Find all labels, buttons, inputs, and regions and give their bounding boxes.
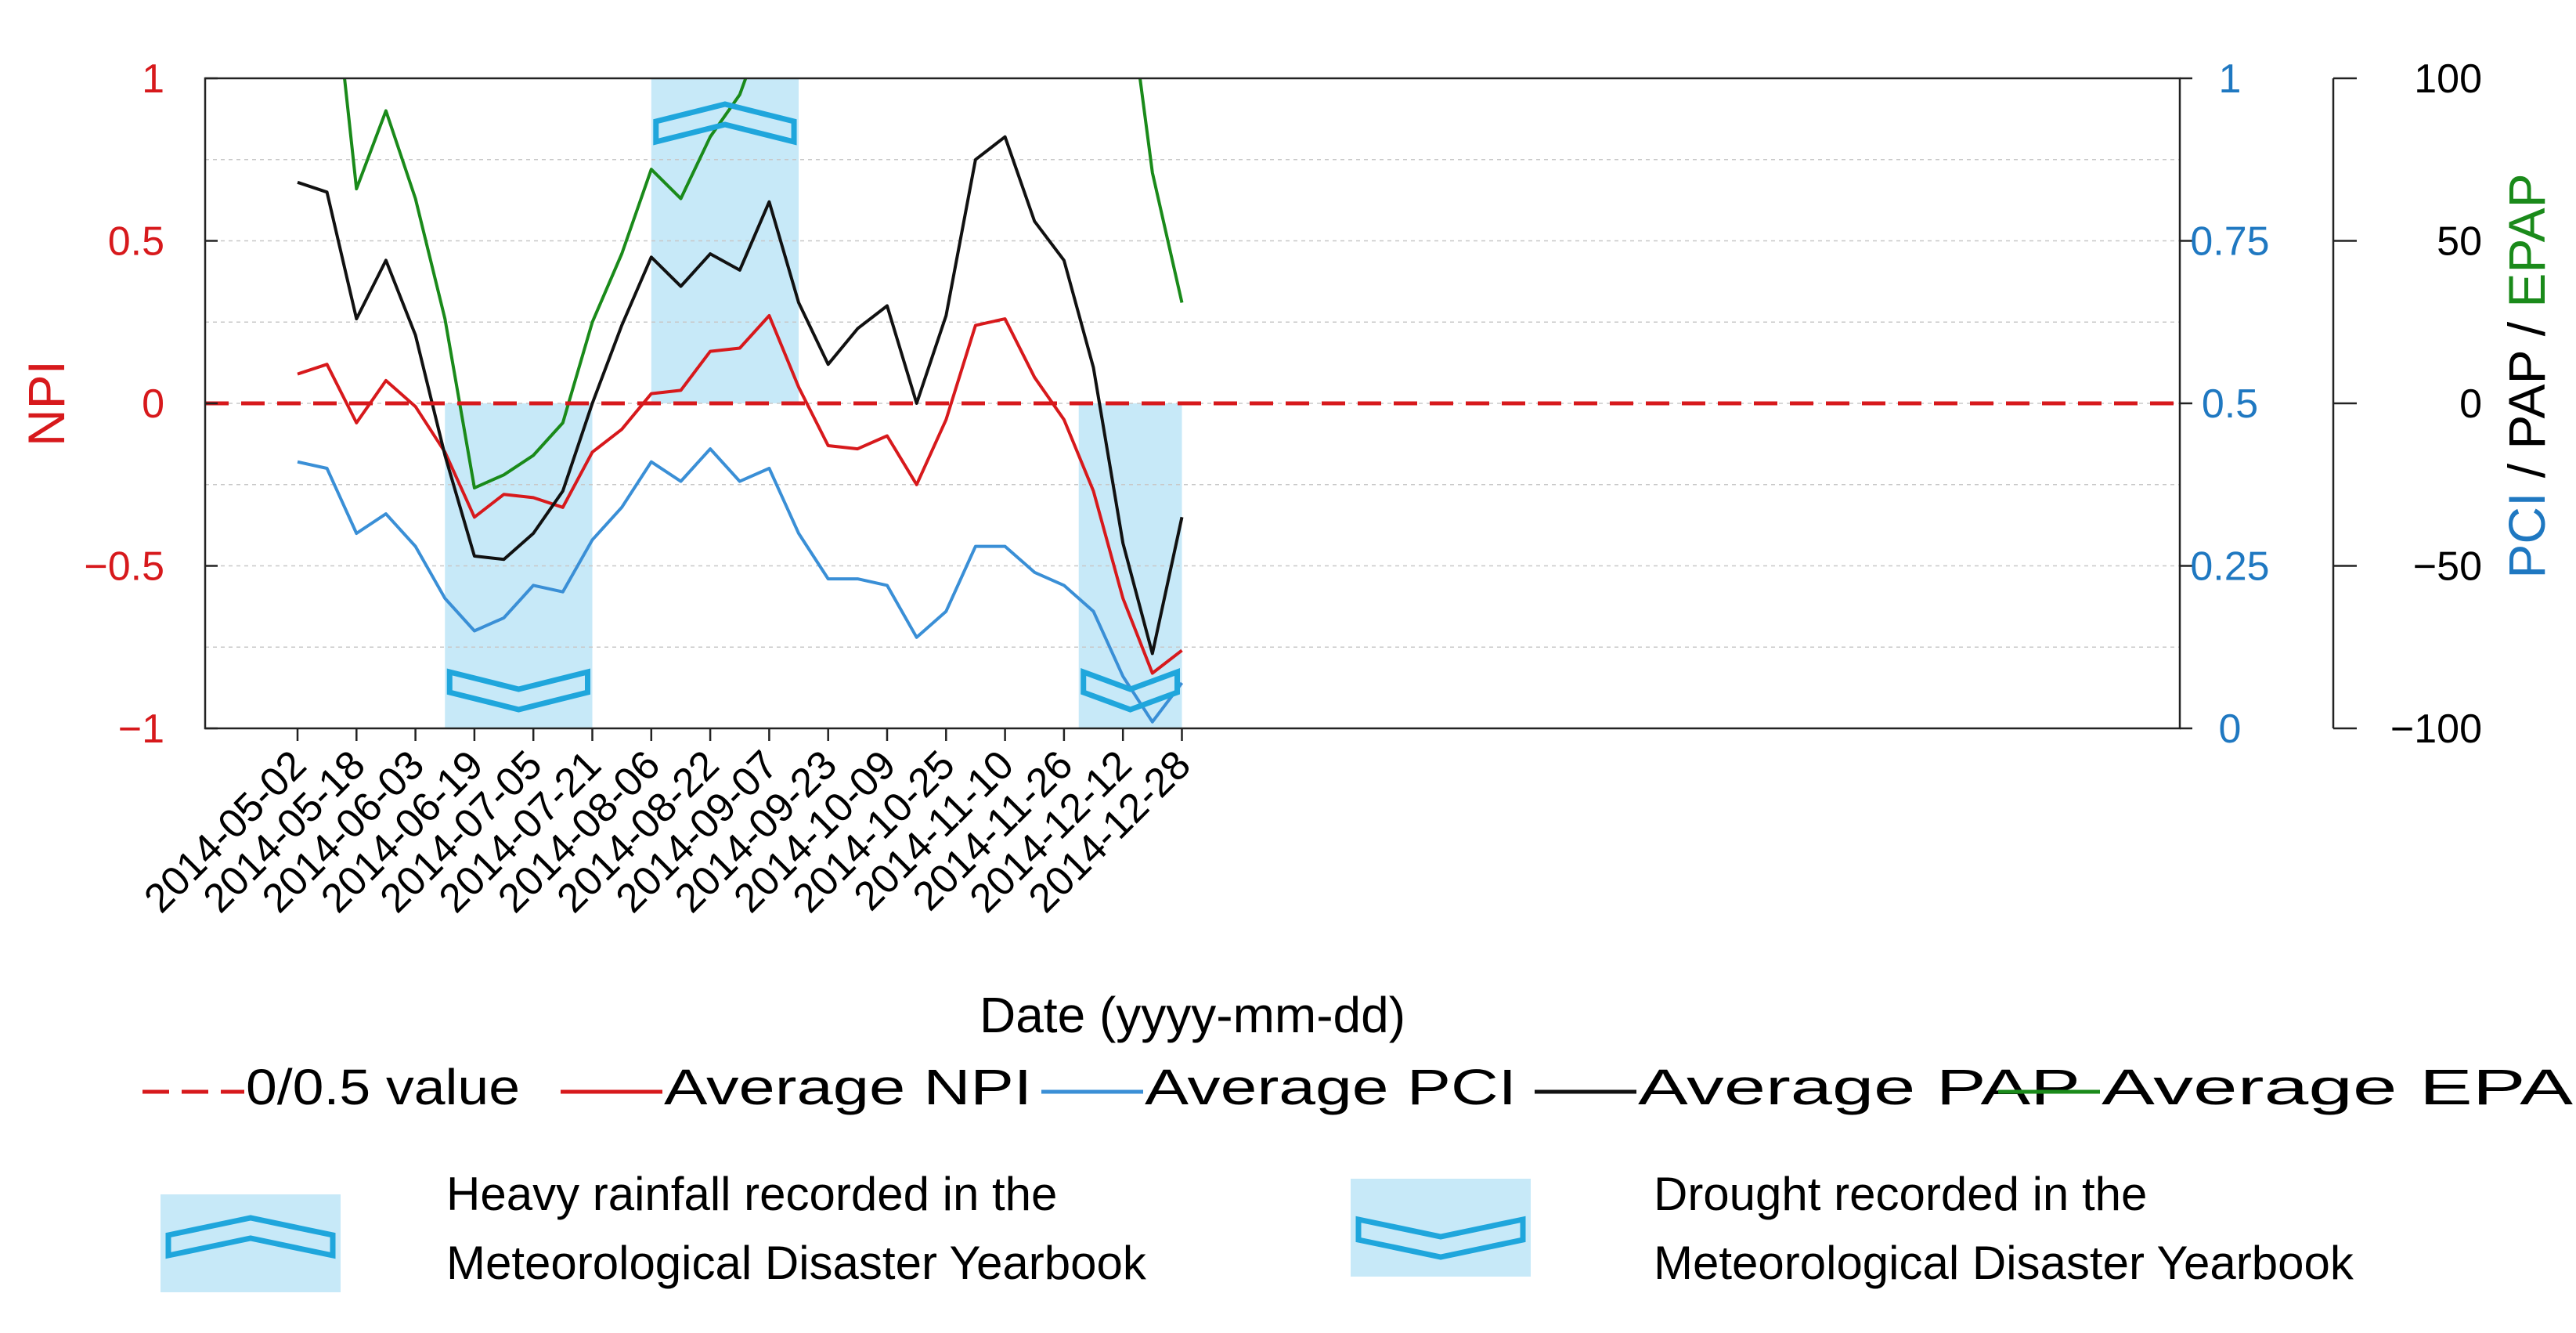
legend-label: Average PAP (1638, 1059, 2080, 1115)
legend-heavy-rain-line-1: Heavy rainfall recorded in the (446, 1168, 1057, 1220)
npi-tick-label: 0 (142, 381, 164, 427)
pap-tick-label: 100 (2414, 56, 2482, 102)
pap-tick-label: −100 (2390, 706, 2482, 752)
chevron-outline (653, 101, 797, 146)
event-markers (446, 101, 1180, 713)
legend-drought-line-2: Meteorological Disaster Yearbook (1654, 1237, 2354, 1289)
pci-tick-label: 0.25 (2190, 544, 2269, 590)
heavy-rain-marker-icon (653, 101, 797, 146)
legend-heavy-rain (161, 1194, 341, 1292)
pci-tick-label: 0 (2219, 706, 2242, 752)
pci-tick-label: 0.5 (2202, 381, 2258, 427)
pci-tick-label: 1 (2219, 56, 2242, 102)
x-axis-title: Date (yyyy-mm-dd) (980, 987, 1405, 1043)
drought-marker-icon (446, 668, 590, 713)
legend: 0/0.5 value Average NPI Average PCI Average… (143, 1059, 2576, 1292)
drought-marker-icon (1081, 667, 1180, 713)
axes-layer: 2014-05-022014-05-182014-06-032014-06-19… (17, 56, 2556, 1043)
pap-axis-title-part-1: / PAP / (2498, 308, 2556, 493)
pap-tick-label: 0 (2459, 381, 2482, 427)
pap-axis-title: PCI / PAP / EPAP (2498, 173, 2556, 578)
pap-tick-label: −50 (2413, 544, 2482, 590)
legend-heavy-rain-line-2: Meteorological Disaster Yearbook (446, 1237, 1147, 1289)
chevron-outline (446, 668, 590, 713)
series-layer (297, 78, 1184, 724)
legend-label: Average EPAP (2102, 1059, 2576, 1115)
heavy-rain-legend-icon (165, 1215, 336, 1259)
npi-axis-title: NPI (17, 360, 75, 446)
chevron-outline (165, 1215, 336, 1259)
npi-tick-label: −0.5 (84, 544, 164, 590)
chevron-outline (1355, 1216, 1526, 1260)
legend-item-average-pci: Average PCI (1041, 1059, 1517, 1115)
legend-event-swatch (161, 1194, 341, 1292)
series-line-average-pap (297, 135, 1184, 656)
legend-label: 0/0.5 value (246, 1059, 520, 1115)
legend-item-average-npi: Average NPI (561, 1059, 1032, 1115)
legend-item-0-0-5-value: 0/0.5 value (143, 1059, 520, 1115)
series-line-average-pci (297, 447, 1184, 724)
npi-tick-label: 1 (142, 56, 164, 102)
legend-label: Average NPI (664, 1059, 1032, 1115)
legend-label: Average PCI (1145, 1059, 1517, 1115)
legend-item-average-pap: Average PAP (1535, 1059, 2080, 1115)
pap-axis-title-part-2: EPAP (2498, 173, 2556, 307)
npi-tick-label: −1 (118, 706, 164, 752)
series-line-average-epap (343, 78, 1184, 489)
drought-legend-icon (1355, 1216, 1526, 1260)
pap-axis-title-part-0: PCI (2498, 493, 2556, 579)
legend-event-swatch (1351, 1179, 1531, 1277)
npi-tick-label: 0.5 (108, 219, 164, 265)
pci-tick-label: 0.75 (2190, 219, 2269, 265)
pap-tick-label: 50 (2437, 219, 2482, 265)
legend-drought-line-1: Drought recorded in the (1654, 1168, 2147, 1220)
legend-drought (1351, 1179, 1531, 1277)
legend-item-average-epap: Average EPAP (1998, 1059, 2576, 1115)
chevron-outline (1081, 667, 1180, 713)
